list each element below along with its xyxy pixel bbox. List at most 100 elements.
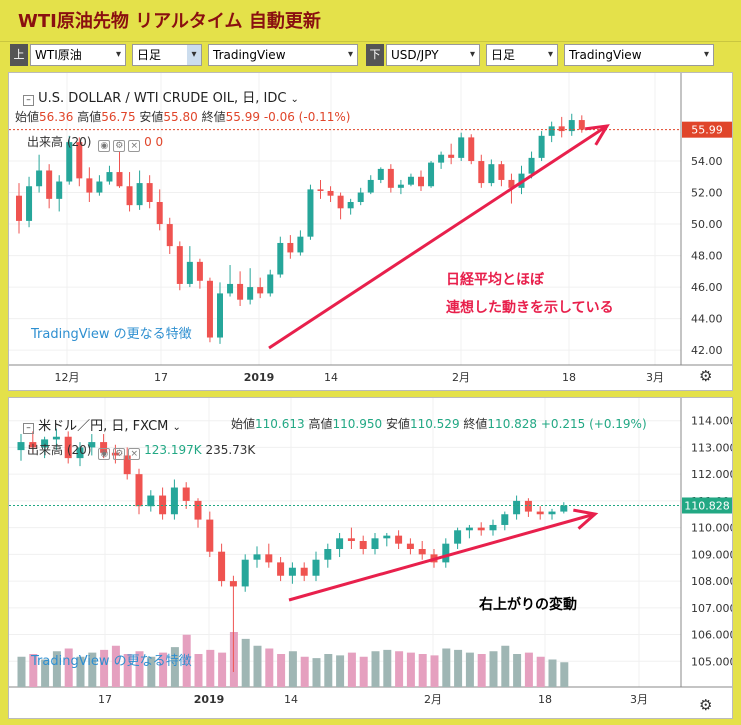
candle-body xyxy=(277,562,285,576)
volume-bar xyxy=(277,654,286,687)
candle-body xyxy=(312,559,320,576)
lower-source-value: TradingView xyxy=(569,48,642,62)
volume-bar xyxy=(29,654,38,687)
wti-chart-svg[interactable]: 42.00 44.00 46.00 48.00 50.00 52.00 54.00 12月 17… xyxy=(9,73,732,390)
candle-body xyxy=(26,186,33,221)
y-tick-label: 112.000 xyxy=(691,468,732,481)
candle-body xyxy=(88,442,96,448)
upper-interval-select[interactable]: 日足 ▾ xyxy=(132,44,202,66)
candle-body xyxy=(359,540,367,550)
trend-arrow-line xyxy=(268,124,608,350)
upper-source-select[interactable]: TradingView ▾ xyxy=(208,44,358,66)
y-tick-label: 106.000 xyxy=(691,629,732,642)
candle-body xyxy=(176,246,183,284)
gear-icon[interactable]: ⚙ xyxy=(699,696,713,714)
candle-body xyxy=(367,179,374,193)
candle-body xyxy=(428,162,435,187)
usdjpy-chart-panel[interactable]: 105.000 106.000 107.000 108.000 109.000 110.0… xyxy=(8,397,733,719)
candle-body xyxy=(265,554,273,563)
close-icon[interactable]: × xyxy=(128,448,141,460)
trend-arrow-head xyxy=(573,508,599,530)
volume-bar xyxy=(218,652,227,687)
eye-icon[interactable]: ◉ xyxy=(98,448,111,460)
candle-body xyxy=(159,495,167,515)
candle-body xyxy=(538,135,545,158)
close-value: 110.828 xyxy=(487,417,538,431)
lower-source-select[interactable]: TradingView ▾ xyxy=(564,44,714,66)
volume-bar xyxy=(123,654,132,687)
candle-body xyxy=(347,538,355,541)
candle-body xyxy=(297,236,304,253)
candle-body xyxy=(277,242,284,275)
volume-bar xyxy=(336,655,345,687)
wti-volume-legend: 出来高 (20) ◉ ⚙ × 0 0 xyxy=(27,133,163,152)
gear-icon[interactable]: ⚙ xyxy=(699,367,713,385)
upper-tag: 上 xyxy=(10,44,28,66)
trend-arrow-line xyxy=(288,512,596,602)
last-price-tag: 110.828 xyxy=(684,499,730,512)
eye-icon[interactable]: ◉ xyxy=(98,140,111,152)
candle-body xyxy=(182,487,190,501)
last-price-tag-bg xyxy=(682,497,732,514)
candle-body xyxy=(395,535,403,544)
chevron-down-icon: ▾ xyxy=(469,49,475,60)
candle-body xyxy=(568,120,575,132)
collapse-icon[interactable]: – xyxy=(23,95,34,106)
chevron-down-icon: ▾ xyxy=(187,45,201,65)
close-label: 終値 xyxy=(201,110,226,124)
candle-body xyxy=(29,442,37,448)
x-tick-label: 18 xyxy=(562,371,576,384)
volume-value-a: 123.197K xyxy=(144,443,202,457)
settings-icon[interactable]: ⚙ xyxy=(113,448,126,460)
usdjpy-watermark[interactable]: TradingView の更なる特徴 xyxy=(31,654,192,669)
candle-body xyxy=(513,500,521,515)
collapse-icon[interactable]: – xyxy=(23,423,34,434)
x-tick-label: 2019 xyxy=(244,371,275,384)
x-tick-label: 17 xyxy=(154,371,168,384)
chevron-down-icon[interactable]: ⌄ xyxy=(290,94,299,105)
y-tick-label: 113.000 xyxy=(691,441,732,454)
upper-symbol-value: WTI原油 xyxy=(35,48,82,62)
volume-bar xyxy=(52,651,61,687)
upper-symbol-select[interactable]: WTI原油 ▾ xyxy=(30,44,126,66)
candle-body xyxy=(287,242,294,253)
candle-body xyxy=(36,170,43,187)
candle-body xyxy=(468,137,475,162)
candle-body xyxy=(548,511,556,515)
candle-body xyxy=(218,551,226,582)
trend-arrow-head xyxy=(584,124,610,146)
volume-bar xyxy=(442,648,451,687)
volume-bar xyxy=(454,649,463,687)
candle-body xyxy=(123,455,131,475)
candle-body xyxy=(357,192,364,202)
wti-watermark[interactable]: TradingView の更なる特徴 xyxy=(31,327,192,342)
close-icon[interactable]: × xyxy=(128,140,141,152)
volume-bar xyxy=(465,652,474,687)
candle-body xyxy=(498,164,505,180)
candle-body xyxy=(186,261,193,284)
low-value: 55.80 xyxy=(163,110,198,124)
lower-symbol-select[interactable]: USD/JPY ▾ xyxy=(386,44,480,66)
candle-body xyxy=(253,554,261,560)
candle-body xyxy=(454,530,462,544)
settings-icon[interactable]: ⚙ xyxy=(113,140,126,152)
candle-body xyxy=(170,487,178,515)
lower-interval-select[interactable]: 日足 ▾ xyxy=(486,44,558,66)
lower-tag: 下 xyxy=(366,44,384,66)
wti-chart-panel[interactable]: 42.00 44.00 46.00 48.00 50.00 52.00 54.00 12月 17… xyxy=(8,72,733,391)
chevron-down-icon: ▾ xyxy=(115,49,121,60)
volume-bar xyxy=(17,656,26,687)
chevron-down-icon: ▾ xyxy=(703,49,709,60)
chevron-down-icon[interactable]: ⌄ xyxy=(172,422,181,433)
close-label: 終値 xyxy=(463,417,488,431)
usdjpy-chart-svg[interactable]: 105.000 106.000 107.000 108.000 109.000 110.0… xyxy=(9,398,732,718)
candle-body xyxy=(288,567,296,576)
y-tick-label: 46.00 xyxy=(691,281,723,294)
candle-body xyxy=(257,287,264,294)
wti-symbol-title: U.S. DOLLAR / WTI CRUDE OIL, 日, IDC xyxy=(38,91,287,106)
high-value: 56.75 xyxy=(101,110,136,124)
candle-body xyxy=(17,442,25,451)
volume-bar xyxy=(513,654,522,687)
chevron-down-icon: ▾ xyxy=(347,49,353,60)
volume-bar xyxy=(194,654,203,687)
